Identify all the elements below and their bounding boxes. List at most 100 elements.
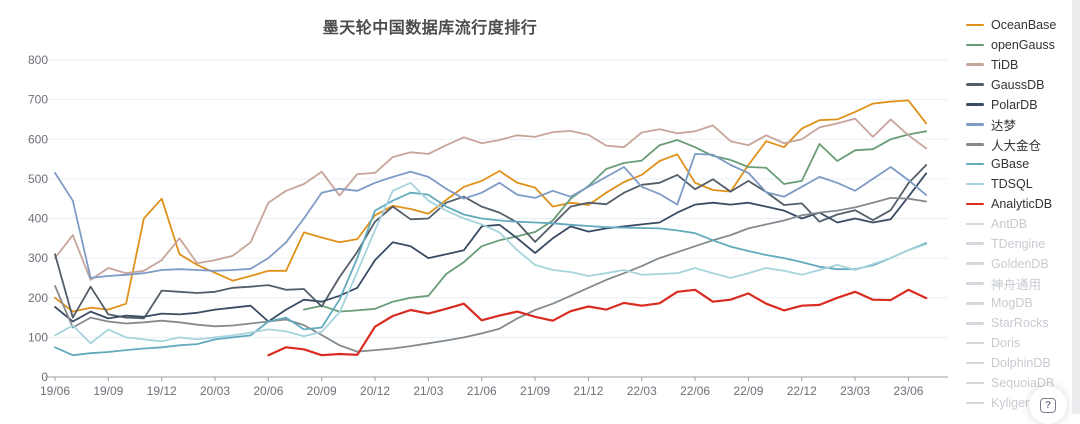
x-axis-label: 22/03 xyxy=(627,384,657,398)
y-axis-label: 0 xyxy=(41,370,48,384)
legend-label: openGauss xyxy=(991,37,1055,52)
legend-label: TiDB xyxy=(991,57,1019,72)
legend-swatch-icon xyxy=(966,302,984,305)
legend-swatch-icon xyxy=(966,23,984,27)
x-axis-label: 19/09 xyxy=(93,384,123,398)
legend-label: GaussDB xyxy=(991,77,1045,92)
legend-label: PolarDB xyxy=(991,97,1038,112)
help-button[interactable]: ? xyxy=(1029,386,1067,424)
legend-label: 人大金仓 xyxy=(991,138,1042,153)
x-axis-label: 20/09 xyxy=(307,384,337,398)
legend-label: TDSQL xyxy=(991,177,1033,192)
y-axis-label: 800 xyxy=(28,53,48,67)
legend-item-GBase[interactable]: GBase xyxy=(966,154,1076,174)
y-axis-label: 400 xyxy=(28,212,48,226)
legend-swatch-icon xyxy=(966,262,984,265)
series-line-TDSQL[interactable] xyxy=(54,181,928,345)
x-axis-label: 20/03 xyxy=(200,384,230,398)
legend-label: 神舟通用 xyxy=(991,278,1042,293)
x-axis-label: 22/12 xyxy=(787,384,817,398)
series-line-人大金仓[interactable] xyxy=(54,196,928,353)
legend-swatch-icon xyxy=(966,242,984,245)
legend-label: Doris xyxy=(991,336,1021,351)
legend-swatch-icon xyxy=(966,361,984,365)
page-edge-strip xyxy=(1072,0,1080,414)
legend-swatch-icon xyxy=(966,143,984,146)
y-axis-label: 300 xyxy=(28,251,48,265)
legend-item-PolarDB[interactable]: PolarDB xyxy=(966,95,1076,115)
x-axis-label: 21/12 xyxy=(573,384,603,398)
legend-swatch-icon xyxy=(966,103,984,106)
x-axis-label: 22/09 xyxy=(733,384,763,398)
series-line-达梦[interactable] xyxy=(54,152,928,279)
legend-item-Doris[interactable]: Doris xyxy=(966,333,1076,353)
legend-label: OceanBase xyxy=(991,17,1057,32)
y-axis-label: 700 xyxy=(28,93,48,107)
legend-swatch-icon xyxy=(966,162,984,166)
series-line-TiDB[interactable] xyxy=(54,117,928,281)
help-icon: ? xyxy=(1040,397,1056,413)
x-axis-label: 20/06 xyxy=(253,384,283,398)
x-axis-label: 23/03 xyxy=(840,384,870,398)
x-axis-label: 21/03 xyxy=(413,384,443,398)
legend-swatch-icon xyxy=(966,401,984,405)
legend-label: 达梦 xyxy=(991,118,1017,133)
legend-swatch-icon xyxy=(966,202,984,206)
legend-label: AnalyticDB xyxy=(991,196,1053,211)
legend-swatch-icon xyxy=(966,381,984,385)
legend-label: TDengine xyxy=(991,236,1046,251)
x-axis-label: 23/06 xyxy=(893,384,923,398)
legend-label: StarRocks xyxy=(991,316,1049,331)
x-axis-label: 21/06 xyxy=(467,384,497,398)
chart-canvas: 0 100 200 300 400 500 600 700 800 19/06 19/09 19/12… xyxy=(28,53,948,398)
x-axis-label: 21/09 xyxy=(520,384,550,398)
series-line-GaussDB[interactable] xyxy=(54,164,928,320)
legend-swatch-icon xyxy=(966,182,984,186)
legend-label: DolphinDB xyxy=(991,356,1051,371)
x-axis-label: 20/12 xyxy=(360,384,390,398)
legend-item-AnalyticDB[interactable]: AnalyticDB xyxy=(966,194,1076,214)
legend-swatch-icon xyxy=(966,83,984,86)
legend-item-StarRocks[interactable]: StarRocks xyxy=(966,313,1076,333)
legend-item-人大金仓[interactable]: 人大金仓 xyxy=(966,134,1076,154)
legend: OceanBase openGauss TiDB GaussDB PolarDB 达梦人大… xyxy=(966,15,1076,413)
legend-item-openGauss[interactable]: openGauss xyxy=(966,35,1076,55)
y-axis-label: 200 xyxy=(28,291,48,305)
series-line-AnalyticDB[interactable] xyxy=(267,288,928,357)
legend-swatch-icon xyxy=(966,322,984,325)
legend-swatch-icon xyxy=(966,123,984,126)
legend-item-达梦[interactable]: 达梦 xyxy=(966,114,1076,134)
legend-swatch-icon xyxy=(966,63,984,66)
legend-label: MogDB xyxy=(991,296,1033,311)
chart-title: 墨天轮中国数据库流行度排行 xyxy=(322,20,538,37)
series-line-PolarDB[interactable] xyxy=(54,172,928,323)
legend-item-SequoiaDB[interactable]: SequoiaDB xyxy=(966,373,1076,393)
series-line-GBase[interactable] xyxy=(54,191,928,357)
x-axis-label: 22/06 xyxy=(680,384,710,398)
legend-label: AntDB xyxy=(991,216,1028,231)
series-line-OceanBase[interactable] xyxy=(54,99,928,313)
legend-item-OceanBase[interactable]: OceanBase xyxy=(966,15,1076,35)
y-axis-label: 100 xyxy=(28,330,48,344)
legend-item-DolphinDB[interactable]: DolphinDB xyxy=(966,353,1076,373)
legend-swatch-icon xyxy=(966,341,984,345)
legend-label: GBase xyxy=(991,157,1030,172)
legend-item-TiDB[interactable]: TiDB xyxy=(966,55,1076,75)
legend-item-GaussDB[interactable]: GaussDB xyxy=(966,75,1076,95)
legend-item-TDSQL[interactable]: TDSQL xyxy=(966,174,1076,194)
legend-label: SequoiaDB xyxy=(991,375,1055,390)
legend-item-MogDB[interactable]: MogDB xyxy=(966,293,1076,313)
legend-swatch-icon xyxy=(966,282,984,285)
legend-item-GoldenDB[interactable]: GoldenDB xyxy=(966,254,1076,274)
legend-item-AntDB[interactable]: AntDB xyxy=(966,214,1076,234)
y-axis-label: 600 xyxy=(28,132,48,146)
x-axis-label: 19/12 xyxy=(147,384,177,398)
y-axis-label: 500 xyxy=(28,172,48,186)
x-axis-label: 19/06 xyxy=(40,384,70,398)
series-line-openGauss[interactable] xyxy=(302,130,928,313)
legend-swatch-icon xyxy=(966,222,984,226)
legend-swatch-icon xyxy=(966,43,984,47)
legend-item-神舟通用[interactable]: 神舟通用 xyxy=(966,274,1076,294)
legend-label: GoldenDB xyxy=(991,256,1049,271)
legend-item-TDengine[interactable]: TDengine xyxy=(966,234,1076,254)
